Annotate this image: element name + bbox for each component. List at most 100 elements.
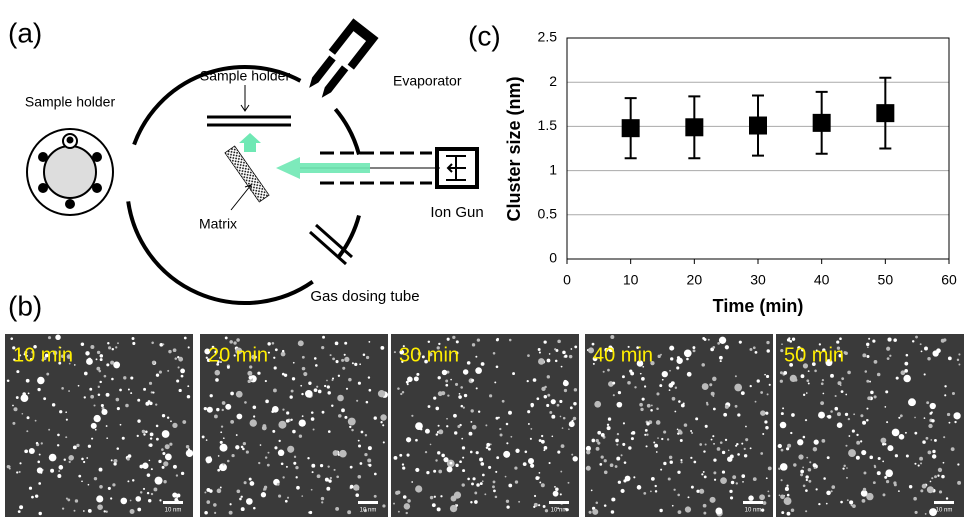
cluster-dot [149, 382, 152, 385]
cluster-dot [617, 433, 619, 435]
cluster-dot [12, 422, 15, 425]
cluster-dot [100, 358, 103, 361]
cluster-dot [440, 495, 442, 497]
cluster-dot [562, 427, 564, 429]
cluster-dot [327, 385, 330, 388]
cluster-dot [530, 464, 534, 468]
cluster-dot [908, 398, 916, 406]
cluster-dot [149, 402, 152, 405]
cluster-dot [934, 475, 937, 478]
cluster-dot [541, 387, 545, 391]
cluster-dot [110, 497, 112, 499]
scale-bar [163, 501, 183, 504]
cluster-dot [75, 499, 78, 502]
cluster-dot [403, 495, 407, 499]
cluster-dot [551, 415, 555, 419]
cluster-dot [957, 359, 959, 361]
cluster-dot [358, 444, 361, 447]
cluster-dot [137, 435, 139, 437]
cluster-dot [265, 380, 267, 382]
cluster-dot [629, 370, 632, 373]
cluster-dot [220, 444, 228, 452]
cluster-dot [643, 492, 646, 495]
cluster-dot [74, 364, 76, 366]
cluster-dot [781, 511, 784, 514]
cluster-dot [701, 473, 703, 475]
cluster-dot [296, 486, 300, 490]
cluster-dot [37, 388, 40, 391]
cluster-dot [286, 411, 289, 414]
cluster-dot [514, 466, 517, 469]
cluster-dot [760, 452, 763, 455]
cluster-dot [895, 454, 898, 457]
cluster-dot [159, 371, 162, 374]
cluster-dot [436, 433, 438, 435]
cluster-dot [368, 376, 370, 378]
cluster-dot [562, 351, 566, 355]
cluster-dot [425, 451, 427, 453]
cluster-dot [809, 461, 811, 463]
cluster-dot [399, 454, 402, 457]
cluster-dot [601, 433, 605, 437]
cluster-dot [470, 451, 473, 454]
cluster-dot [701, 363, 705, 367]
cluster-dot [800, 470, 804, 474]
cluster-dot [533, 506, 535, 508]
cluster-dot [496, 365, 499, 368]
cluster-dot [937, 475, 939, 477]
cluster-dot [326, 380, 328, 382]
cluster-dot [538, 358, 545, 365]
cluster-dot [939, 490, 942, 493]
cluster-dot [564, 389, 567, 392]
cluster-dot [530, 428, 532, 430]
cluster-dot [822, 393, 824, 395]
cluster-dot [40, 472, 42, 474]
cluster-dot [637, 485, 642, 490]
cluster-dot [915, 511, 918, 514]
cluster-dot [703, 504, 707, 508]
cluster-dot [406, 454, 409, 457]
cluster-dot [560, 471, 562, 473]
cluster-dot [840, 501, 843, 504]
cluster-dot [827, 415, 829, 417]
cluster-dot [263, 487, 266, 490]
cluster-dot [137, 419, 140, 422]
cluster-dot [485, 424, 487, 426]
cluster-dot [7, 465, 10, 468]
cluster-dot [814, 370, 817, 373]
cluster-dot [737, 453, 740, 456]
panel-label: (a) [8, 17, 42, 48]
cluster-dot [94, 415, 101, 422]
ion-gun [437, 149, 477, 187]
cluster-dot [764, 374, 766, 376]
cluster-dot [96, 358, 98, 360]
cluster-dot [120, 498, 127, 505]
cluster-dot [900, 414, 903, 417]
cluster-dot [621, 489, 625, 493]
cluster-dot [554, 348, 556, 350]
cluster-dot [821, 439, 825, 443]
cluster-dot [441, 391, 445, 395]
cluster-dot [806, 457, 808, 459]
cluster-dot [703, 471, 705, 473]
cluster-dot [846, 467, 848, 469]
cluster-dot [508, 484, 512, 488]
cluster-dot [428, 341, 430, 343]
cluster-dot [808, 370, 810, 372]
cluster-dot [755, 351, 758, 354]
cluster-dot [253, 507, 256, 510]
cluster-dot [330, 354, 332, 356]
cluster-dot [244, 401, 247, 404]
cluster-dot [835, 395, 837, 397]
cluster-dot [712, 377, 716, 381]
cluster-dot [302, 415, 304, 417]
cluster-dot [363, 354, 365, 356]
cluster-dot [450, 379, 452, 381]
cluster-dot [217, 489, 222, 494]
cluster-dot [500, 433, 503, 436]
cluster-dot [46, 373, 49, 376]
cluster-dot [88, 445, 91, 448]
cluster-dot [896, 377, 899, 380]
cluster-dot [467, 478, 470, 481]
cluster-dot [713, 408, 716, 411]
